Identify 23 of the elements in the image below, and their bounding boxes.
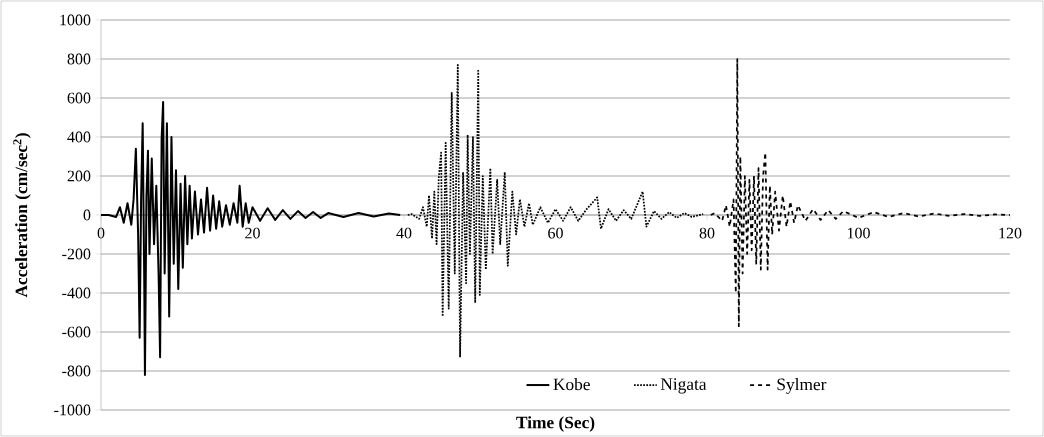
y-tick-label: 1000 [60, 14, 91, 26]
x-axis-title: Time (Sec) [516, 416, 595, 432]
y-tick-label: 600 [67, 92, 91, 104]
legend-label: Sylmer [777, 378, 827, 394]
y-tick-label: -200 [62, 248, 91, 260]
y-tick-label: -400 [62, 287, 91, 299]
x-tick-label: 60 [548, 227, 563, 239]
y-axis-title: Acceleration (cm/sec$^{2}$) [13, 133, 31, 298]
x-tick-label: 120 [999, 227, 1022, 239]
y-tick-label: 400 [67, 131, 91, 143]
y-tick-label: -600 [62, 326, 91, 338]
y-tick-label: 0 [83, 209, 91, 221]
x-tick-label: 20 [245, 227, 260, 239]
legend-label: Kobe [553, 378, 590, 391]
x-tick-label: 0 [97, 227, 105, 239]
y-tick-label: -800 [62, 365, 91, 377]
y-tick-label: -1000 [54, 404, 91, 416]
y-tick-label: 800 [67, 53, 91, 65]
x-tick-label: 80 [699, 227, 715, 239]
legend-label: Nigata [660, 378, 707, 394]
y-tick-label: 200 [67, 170, 91, 182]
x-tick-label: 100 [847, 227, 870, 239]
x-tick-label: 40 [396, 227, 412, 239]
